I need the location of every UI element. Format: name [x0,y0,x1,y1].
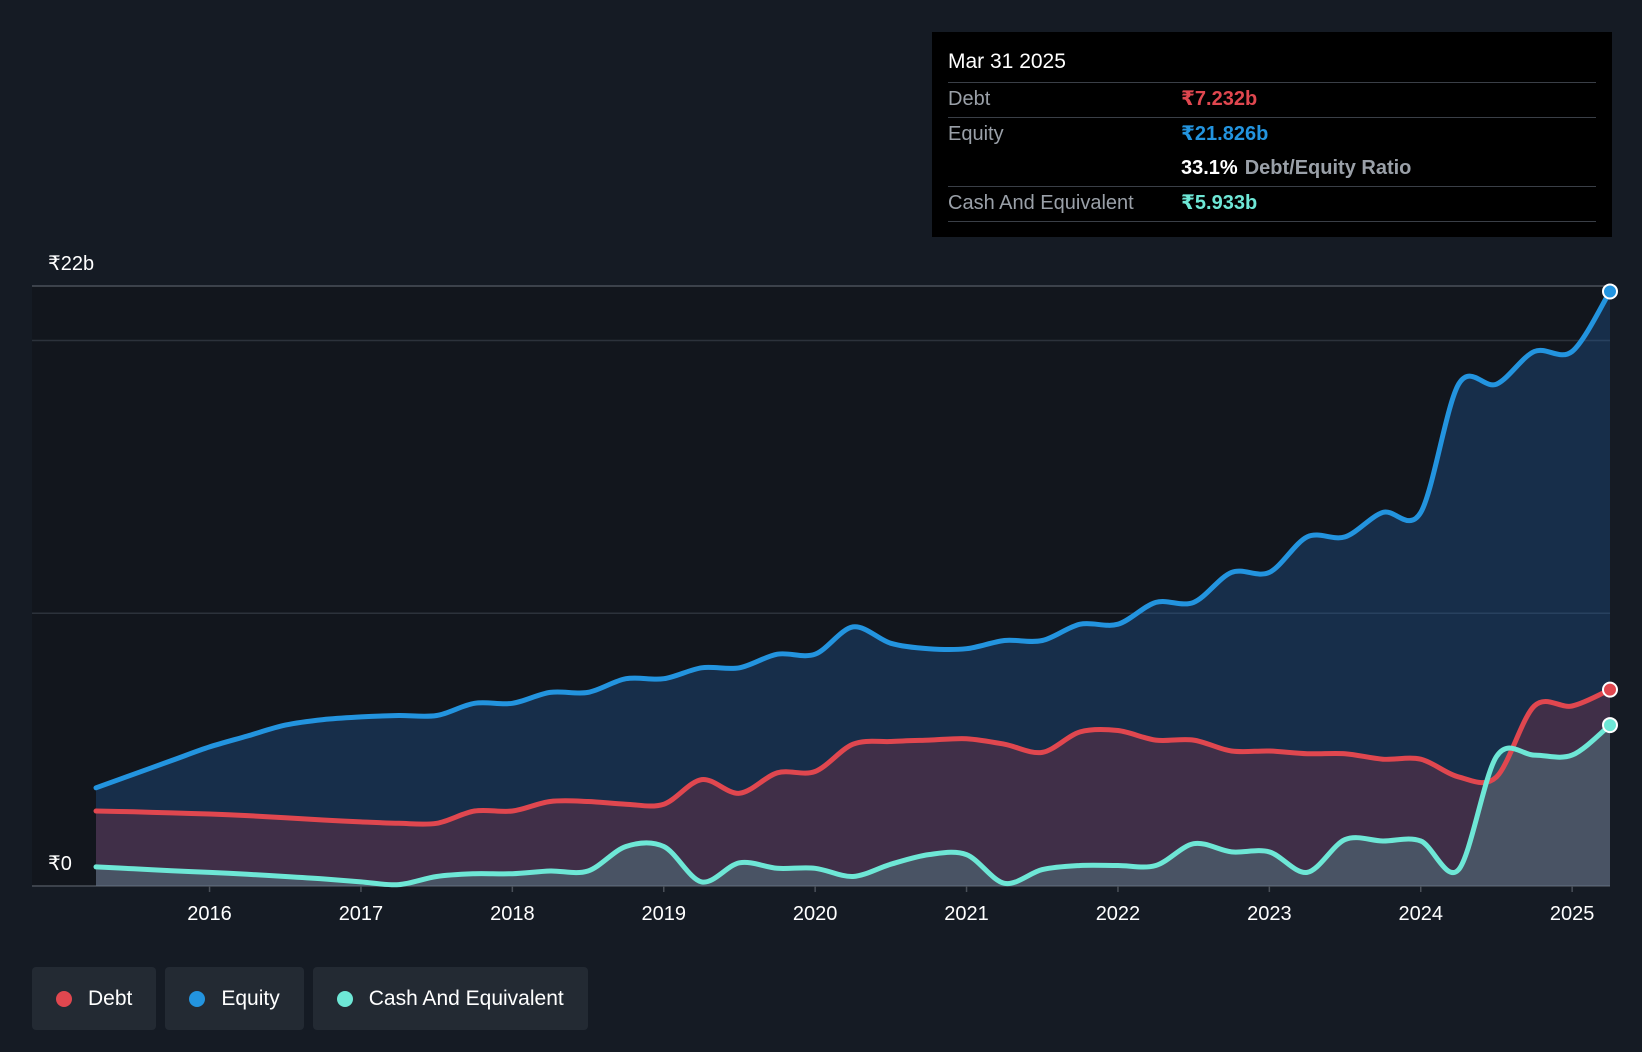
legend-item-cash[interactable]: Cash And Equivalent [312,967,588,1030]
legend-item-debt[interactable]: Debt [32,967,157,1030]
chart-tooltip: Mar 31 2025 Debt ₹7.232b Equity ₹21.826b… [932,32,1612,237]
debt-line [93,687,1613,827]
tooltip-equity-row: Equity ₹21.826b [948,118,1596,152]
debt-area [96,689,1610,886]
cash-line [93,722,1613,888]
legend-equity-label: Equity [221,986,280,1010]
cash-endpoint-dot [1602,717,1618,734]
equity-line [93,289,1613,791]
y-axis-bottom-label: ₹0 [48,853,72,875]
tooltip-equity-value: ₹21.826b [1181,123,1269,145]
tooltip-debt-value: ₹7.232b [1181,88,1258,110]
equity-area [96,291,1610,886]
x-tick-label: 2019 [642,903,687,925]
chart-legend: Debt Equity Cash And Equivalent [32,967,588,1030]
x-tick-label: 2020 [793,903,838,925]
tooltip-ratio-spacer [948,152,1181,186]
legend-debt-label: Debt [88,986,133,1010]
x-axis-ticks: 2016 2017 2018 2019 2020 2021 2022 2023 2024 2025 [187,886,1594,925]
x-tick-label: 2023 [1247,903,1292,925]
tooltip-equity-label: Equity [948,123,1004,145]
tooltip-ratio-row: 33.1% Debt/Equity Ratio [948,152,1596,187]
tooltip-debt-label: Debt [948,88,991,110]
legend-cash-label: Cash And Equivalent [368,986,564,1010]
debt-endpoint-dot [1602,681,1618,698]
x-tick-label: 2024 [1399,903,1444,925]
tooltip-ratio-label: Debt/Equity Ratio [1244,157,1412,179]
tooltip-cash-label: Cash And Equivalent [948,192,1134,214]
x-tick-label: 2018 [490,903,535,925]
cash-dot-icon [336,990,353,1007]
tooltip-debt-row: Debt ₹7.232b [948,83,1596,118]
chart-background-layer [32,285,1610,887]
tooltip-date: Mar 31 2025 [948,46,1596,83]
equity-dot-icon [189,990,206,1007]
x-tick-label: 2025 [1550,903,1595,925]
x-tick-label: 2022 [1096,903,1141,925]
series-lines [93,289,1613,888]
x-tick-label: 2016 [187,903,232,925]
plot-area [32,286,1610,886]
x-tick-label: 2017 [339,903,384,925]
x-tick-label: 2021 [944,903,989,925]
legend-item-equity[interactable]: Equity [165,967,304,1030]
debt-dot-icon [56,990,72,1007]
tooltip-cash-row: Cash And Equivalent ₹5.933b [948,187,1596,222]
tooltip-cash-value: ₹5.933b [1181,192,1258,214]
tooltip-ratio-percent: 33.1% [1181,157,1238,179]
series-endpoints [1602,283,1618,734]
y-axis-top-label: ₹22b [48,253,94,275]
equity-endpoint-dot [1602,283,1618,300]
